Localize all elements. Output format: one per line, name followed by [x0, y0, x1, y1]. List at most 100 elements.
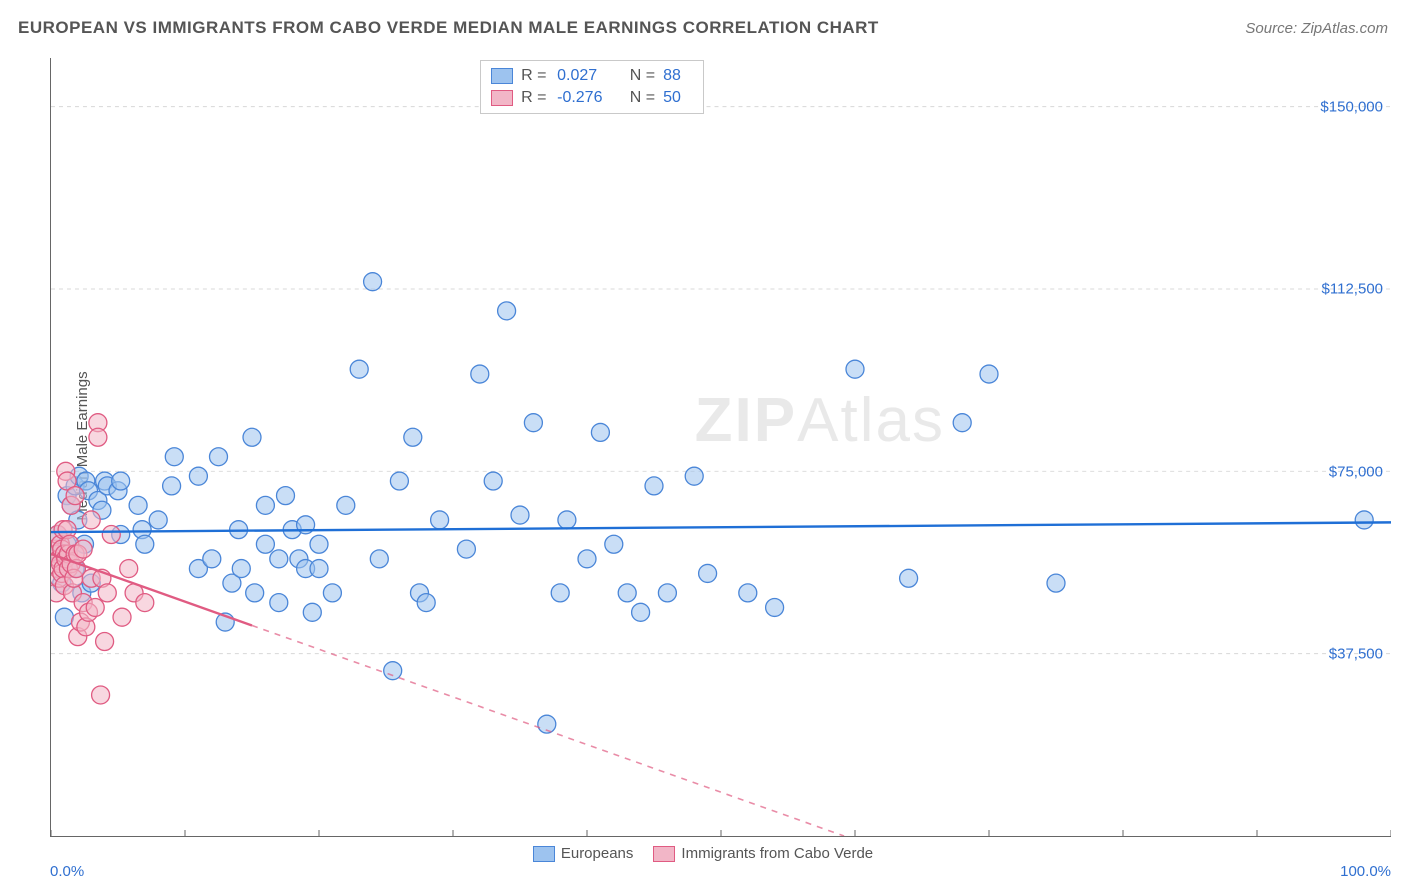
data-point [66, 487, 84, 505]
r-label: R = [521, 65, 549, 87]
data-point [457, 540, 475, 558]
data-point [310, 535, 328, 553]
r-value: -0.276 [557, 87, 617, 109]
data-point [370, 550, 388, 568]
data-point [256, 496, 274, 514]
data-point [384, 662, 402, 680]
legend-bottom-item: Europeans [533, 845, 634, 862]
legend-bottom-label: Immigrants from Cabo Verde [681, 845, 873, 862]
data-point [277, 487, 295, 505]
data-point [471, 365, 489, 383]
trend-line [51, 522, 1391, 532]
x-axis-max-label: 100.0% [1340, 863, 1391, 880]
legend-swatch [653, 846, 675, 862]
data-point [632, 603, 650, 621]
data-point [953, 414, 971, 432]
data-point [685, 467, 703, 485]
data-point [165, 448, 183, 466]
legend-top: R = 0.027 N = 88R = -0.276 N = 50 [480, 60, 704, 114]
data-point [256, 535, 274, 553]
data-point [86, 598, 104, 616]
data-point [558, 511, 576, 529]
data-point [364, 273, 382, 291]
y-tick-label: $112,500 [1322, 281, 1383, 298]
trend-line-dashed [252, 625, 844, 836]
data-point [511, 506, 529, 524]
data-point [900, 569, 918, 587]
data-point [136, 594, 154, 612]
legend-bottom-item: Immigrants from Cabo Verde [653, 845, 873, 862]
data-point [310, 560, 328, 578]
plot-area: ZIPAtlas R =0.027N =88R =-0.276N =50 $37… [50, 58, 1391, 837]
n-label: N = [625, 87, 655, 109]
data-point [98, 584, 116, 602]
legend-bottom: Europeans Immigrants from Cabo Verde [0, 845, 1406, 862]
data-point [232, 560, 250, 578]
source: Source: ZipAtlas.com [1245, 20, 1388, 37]
data-point [618, 584, 636, 602]
source-label: Source: [1245, 20, 1301, 37]
data-point [96, 633, 114, 651]
data-point [431, 511, 449, 529]
data-point [74, 540, 92, 558]
data-point [551, 584, 569, 602]
data-point [605, 535, 623, 553]
data-point [303, 603, 321, 621]
legend-bottom-label: Europeans [561, 845, 634, 862]
legend-swatch [533, 846, 555, 862]
data-point [189, 467, 207, 485]
data-point [323, 584, 341, 602]
data-point [246, 584, 264, 602]
data-point [578, 550, 596, 568]
data-point [484, 472, 502, 490]
data-point [210, 448, 228, 466]
data-point [390, 472, 408, 490]
data-point [980, 365, 998, 383]
data-point [498, 302, 516, 320]
data-point [270, 594, 288, 612]
data-point [739, 584, 757, 602]
data-point [113, 608, 131, 626]
data-point [524, 414, 542, 432]
data-point [120, 560, 138, 578]
data-point [658, 584, 676, 602]
data-point [82, 511, 100, 529]
data-point [417, 594, 435, 612]
r-value: 0.027 [557, 65, 617, 87]
data-point [270, 550, 288, 568]
plot-svg [51, 58, 1391, 836]
legend-top-row: R =0.027N =88 [491, 65, 693, 87]
data-point [1047, 574, 1065, 592]
y-tick-label: $75,000 [1329, 463, 1383, 480]
data-point [149, 511, 167, 529]
data-point [89, 428, 107, 446]
source-name: ZipAtlas.com [1301, 20, 1388, 37]
data-point [645, 477, 663, 495]
data-point [243, 428, 261, 446]
data-point [55, 608, 73, 626]
data-point [337, 496, 355, 514]
legend-swatch [491, 90, 513, 106]
legend-top-row: R = -0.276 N = 50 [491, 87, 693, 109]
data-point [846, 360, 864, 378]
legend-swatch [491, 68, 513, 84]
y-tick-label: $37,500 [1329, 646, 1383, 663]
data-point [699, 564, 717, 582]
data-point [766, 598, 784, 616]
data-point [129, 496, 147, 514]
data-point [591, 423, 609, 441]
data-point [112, 472, 130, 490]
data-point [404, 428, 422, 446]
data-point [350, 360, 368, 378]
r-label: R = [521, 87, 549, 109]
data-point [92, 686, 110, 704]
n-value: 88 [663, 65, 693, 87]
data-point [1355, 511, 1373, 529]
data-point [102, 526, 120, 544]
n-value: 50 [663, 87, 693, 109]
title-bar: EUROPEAN VS IMMIGRANTS FROM CABO VERDE M… [18, 18, 1388, 38]
y-tick-label: $150,000 [1320, 98, 1383, 115]
data-point [136, 535, 154, 553]
chart-frame: EUROPEAN VS IMMIGRANTS FROM CABO VERDE M… [0, 0, 1406, 892]
x-axis-min-label: 0.0% [50, 863, 84, 880]
